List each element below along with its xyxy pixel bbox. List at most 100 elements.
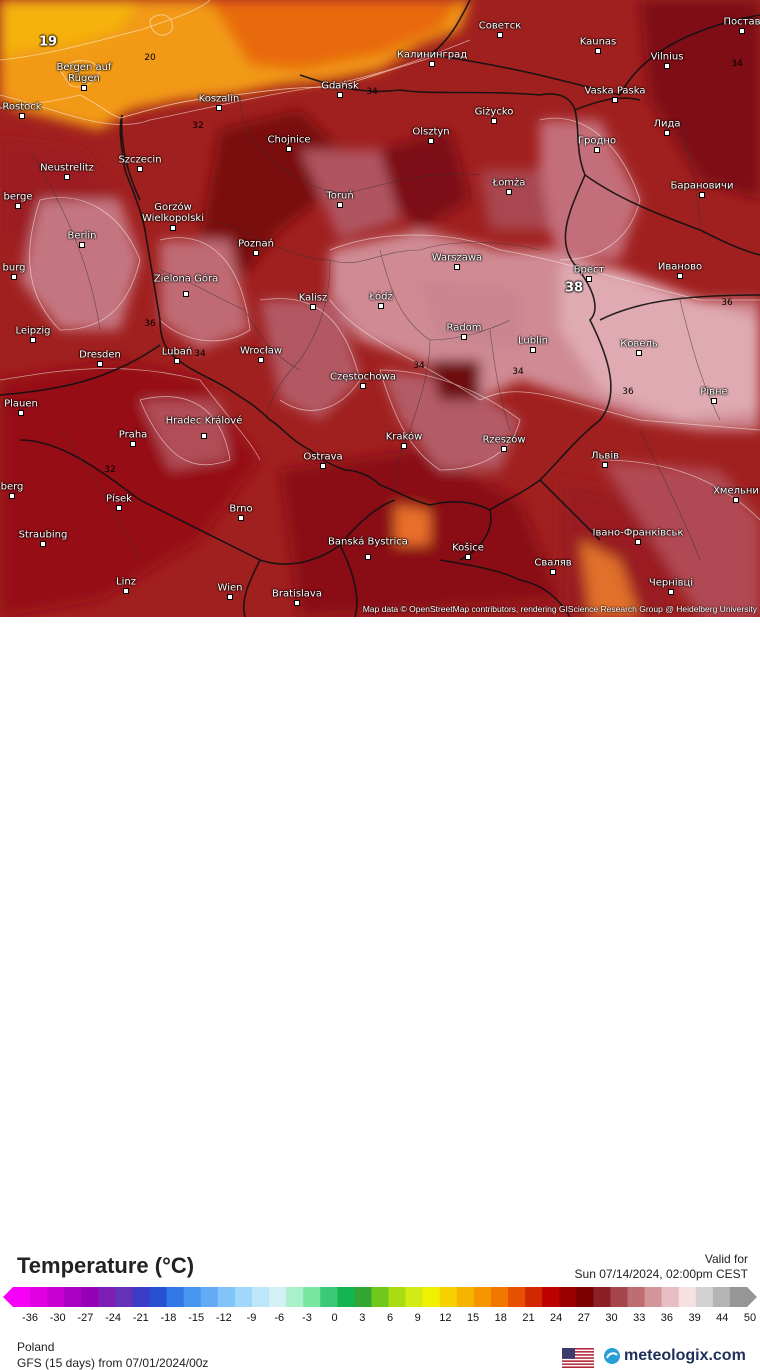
city-label: Ковель	[620, 338, 658, 350]
isotherm-value: 34	[413, 361, 425, 371]
city-label: Straubing	[18, 529, 68, 541]
city-marker	[238, 515, 244, 521]
color-swatch	[490, 1287, 509, 1307]
city-marker	[216, 105, 222, 111]
color-scale-max-arrow	[747, 1287, 757, 1307]
color-scale-tick: 18	[494, 1312, 507, 1324]
city-marker	[635, 539, 641, 545]
city-marker	[465, 554, 471, 560]
city-label: Neustrelitz	[40, 162, 94, 174]
color-swatch	[337, 1287, 355, 1307]
city-label: Berlin	[67, 230, 97, 242]
city-marker	[401, 443, 407, 449]
city-label: Рівне	[700, 386, 728, 398]
color-swatch	[610, 1287, 629, 1307]
color-scale-tick: 6	[386, 1312, 394, 1324]
city-marker	[15, 203, 21, 209]
brand-name: meteologix.com	[624, 1347, 746, 1364]
city-marker	[429, 61, 435, 67]
isotherm-value: 36	[721, 298, 733, 308]
city-marker	[677, 273, 683, 279]
city-marker	[365, 554, 371, 560]
city-label: Košice	[452, 542, 484, 554]
city-marker	[595, 48, 601, 54]
us-flag-icon[interactable]	[562, 1348, 594, 1368]
color-scale-tick: 24	[550, 1312, 563, 1324]
temperature-map[interactable]: Советск Kaunas Постав Калининград Vilnius Ber…	[0, 0, 760, 617]
color-swatch	[217, 1287, 236, 1307]
isotherm-value: 20	[144, 53, 156, 63]
city-label: Bratislava	[272, 588, 322, 600]
brand-logo[interactable]: meteologix.com	[603, 1347, 746, 1365]
color-swatch	[542, 1287, 560, 1307]
city-marker	[530, 347, 536, 353]
city-label: Советск	[478, 20, 522, 32]
city-marker	[201, 433, 207, 439]
color-swatch	[627, 1287, 646, 1307]
city-marker	[501, 446, 507, 452]
color-swatch	[388, 1287, 407, 1307]
isotherm-value: 34	[512, 367, 524, 377]
city-label: Vilnius	[650, 51, 684, 63]
city-label: burg	[2, 262, 26, 274]
color-swatch	[644, 1287, 663, 1307]
city-label: Wrocław	[239, 345, 283, 357]
city-marker	[506, 189, 512, 195]
city-label: Zielona Góra	[153, 273, 219, 285]
city-marker	[30, 337, 36, 343]
city-marker	[183, 291, 189, 297]
color-swatch	[64, 1287, 82, 1307]
color-swatch	[473, 1287, 492, 1307]
color-scale-tick: -27	[77, 1312, 94, 1324]
city-label: Warszawa	[431, 252, 483, 264]
city-label: berg	[0, 481, 24, 493]
city-label: Калининград	[396, 49, 468, 61]
city-label: Linz	[116, 576, 136, 588]
city-label: Leipzig	[15, 325, 51, 337]
color-scale-tick: 50	[743, 1312, 757, 1324]
city-label: Plauen	[4, 398, 38, 410]
city-label: Dresden	[79, 349, 121, 361]
city-label: Барановичи	[670, 180, 734, 192]
color-swatch	[678, 1287, 697, 1307]
color-swatch	[269, 1287, 287, 1307]
city-marker	[454, 264, 460, 270]
color-scale-tick: -6	[274, 1312, 285, 1324]
city-marker	[699, 192, 705, 198]
city-marker	[174, 358, 180, 364]
city-label: Постав	[723, 16, 760, 28]
city-label: Сваляв	[534, 557, 572, 569]
city-marker	[253, 250, 259, 256]
color-scale-tick: 3	[359, 1312, 366, 1324]
color-swatch	[508, 1287, 526, 1307]
color-scale-tick: -24	[105, 1312, 122, 1324]
color-swatch	[695, 1287, 714, 1307]
color-scale-tick: 36	[660, 1312, 674, 1324]
city-marker	[18, 410, 24, 416]
city-marker	[711, 398, 717, 404]
color-scale-tick: 12	[439, 1312, 452, 1324]
color-swatch	[132, 1287, 151, 1307]
color-swatch	[81, 1287, 99, 1307]
color-swatch	[422, 1287, 441, 1307]
map-attribution[interactable]: Map data © OpenStreetMap contributors, r…	[362, 604, 757, 614]
city-label: Szczecin	[118, 154, 162, 166]
city-marker	[170, 225, 176, 231]
city-label: Hradec Králové	[165, 415, 243, 427]
city-label: Kalisz	[298, 292, 328, 304]
city-label: Gorzów Wielkopolski	[142, 202, 204, 224]
city-label: Toruń	[326, 190, 354, 202]
color-scale-tick: -21	[132, 1312, 149, 1324]
isotherm-value: 34	[194, 349, 206, 359]
city-label: Лида	[653, 118, 681, 130]
color-scale-tick: 39	[688, 1312, 701, 1324]
city-label: Łódź	[369, 291, 393, 303]
isotherm-value: 32	[192, 121, 204, 131]
isotherm-value: 34	[366, 87, 378, 97]
isotherm-value: 36	[622, 387, 634, 397]
color-swatch	[166, 1287, 185, 1307]
city-marker	[636, 350, 642, 356]
city-label: Brno	[229, 503, 253, 515]
color-swatch	[593, 1287, 611, 1307]
city-marker	[294, 600, 300, 606]
